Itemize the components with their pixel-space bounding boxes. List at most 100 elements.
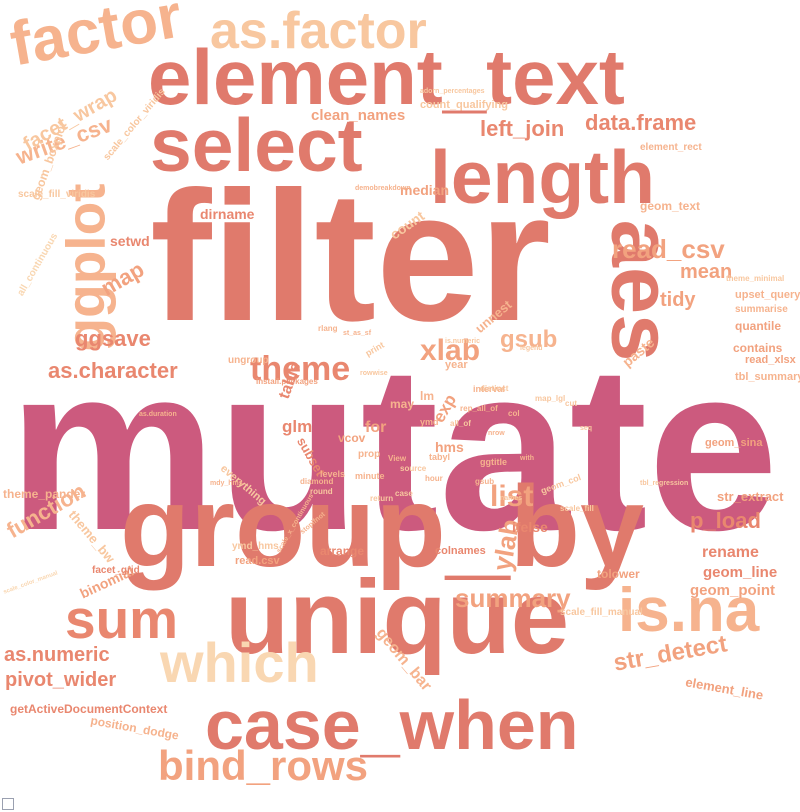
word-all-of: all_of — [450, 419, 471, 428]
word-dirname: dirname — [200, 206, 255, 222]
word-xlab: xlab — [420, 334, 481, 367]
word-for: for — [365, 419, 387, 436]
word-col: col — [508, 409, 520, 418]
word-bind-rows: bind_rows — [158, 742, 369, 789]
word-as-numeric: as.numeric — [4, 644, 110, 666]
word-minute: minute — [355, 471, 385, 481]
word-ymd: ymd — [420, 417, 439, 427]
word-summarise: summarise — [735, 304, 788, 315]
word-theme: theme — [250, 350, 351, 388]
word-geom-line: geom_line — [703, 564, 778, 581]
word-gsub2: gsub — [475, 477, 495, 486]
word-scale-fill: scale_fill — [560, 504, 594, 513]
word-seq: seq — [580, 425, 593, 432]
word-source: source — [400, 464, 427, 473]
word-as-factor: as.factor — [210, 2, 427, 60]
word-as-duration: as.duration — [139, 411, 177, 418]
word-tabyl: tabyl — [429, 452, 451, 462]
word-ymd-hms: ymd_hms — [232, 541, 279, 552]
word-list: list — [490, 480, 534, 513]
word-contains: contains — [733, 341, 783, 355]
word-adorn-percentages: adorn_percentages — [420, 88, 485, 95]
word-setwd: setwd — [110, 233, 150, 249]
word-may: may — [390, 397, 415, 411]
word-st-as-sf: st_as_sf — [343, 330, 372, 337]
word-ggsave: ggsave — [75, 326, 151, 351]
word-gsub: gsub — [500, 326, 558, 353]
word-diamond: diamond — [300, 477, 334, 486]
word-tidy: tidy — [660, 289, 696, 311]
word-rename: rename — [702, 544, 759, 561]
word-pivot-wider: pivot_wider — [5, 669, 117, 691]
word-rowwise: rowwise — [360, 370, 388, 377]
word-names: names — [500, 495, 523, 502]
word-element-line: element_line — [684, 674, 765, 703]
word-mutate: mutate — [8, 316, 779, 579]
word-position-dodge: position_dodge — [89, 713, 180, 743]
word-theme-minimal: theme_minimal — [726, 274, 785, 283]
word-group-by: group_by — [120, 463, 644, 591]
word-hour: hour — [425, 474, 443, 483]
word-arrange: arrange — [320, 544, 365, 558]
word-tbl-summary: tbl_summary — [735, 371, 800, 383]
word-ungroup: ungroup — [228, 355, 269, 366]
word-interval: interval — [473, 384, 506, 394]
word-scale-fill-viridis: scale_fill_viridis — [18, 189, 96, 200]
word-left-join: left_join — [480, 116, 565, 141]
word-im: lm — [420, 389, 435, 403]
word-tbl-regression: tbl_regression — [640, 480, 689, 487]
word-cut: cut — [565, 399, 577, 408]
word-summary: summary — [455, 583, 571, 613]
word-element-rect: element_rect — [640, 142, 702, 153]
word-median: median — [400, 182, 450, 198]
word-glm: glm — [282, 417, 313, 436]
word-with: with — [520, 455, 534, 462]
word-install-packages: install.packages — [256, 377, 318, 386]
word-geom-text: geom_text — [640, 199, 701, 213]
word-str-extract: str_extract — [717, 489, 784, 504]
word-facet-grid: facet_grid — [92, 565, 140, 576]
word-levels: levels — [320, 469, 346, 479]
word-read-csv: read_csv — [612, 234, 725, 264]
word-demobreakdown: demobreakdown — [355, 185, 411, 192]
word-map-lgl: map_lgl — [535, 394, 566, 403]
word-read-csv-dot: read.csv — [235, 555, 280, 567]
word-round: round — [310, 487, 333, 496]
word-element-text: element_text — [148, 33, 625, 121]
word-tolower: tolower — [597, 567, 640, 581]
word-quantile: quantile — [735, 319, 782, 333]
word-upset-query: upset_query — [735, 289, 800, 301]
word-is-na: is.na — [618, 576, 760, 645]
word-year: year — [445, 359, 468, 371]
word-mean: mean — [680, 261, 733, 283]
word-prop: prop — [358, 449, 381, 460]
word-distinct: distinct — [480, 384, 509, 393]
word-is-numeric: is.numeric — [445, 338, 481, 345]
word-which: which — [160, 631, 319, 694]
word-read-xlsx: read_xlsx — [745, 354, 796, 366]
word-legend: legend — [520, 345, 543, 352]
word-hms: hms — [435, 439, 464, 455]
word-rep-all-of: rep_all_of — [460, 404, 498, 413]
word-ifelse: ifelse — [512, 519, 548, 535]
word-view: View — [388, 454, 407, 463]
word-vcov: vcov — [338, 431, 366, 445]
word-filter: filter — [150, 154, 551, 360]
word-rlang: rlang — [318, 324, 338, 333]
word-case: case — [395, 489, 413, 498]
word-data-frame: data.frame — [585, 110, 697, 135]
word-theme-pander: theme_pander — [3, 487, 86, 501]
word-getactivedocumentcontext: getActiveDocumentContext — [10, 702, 168, 716]
word-return: return — [370, 494, 394, 503]
word-mdy-hms: mdy_hms — [210, 480, 243, 487]
word-ggtitle: ggtitle — [480, 457, 507, 467]
word-count-qualifying: count_qualifying — [420, 99, 508, 111]
word-select: select — [150, 103, 363, 187]
word-clean-names: clean_names — [311, 107, 406, 124]
word-unique: unique — [225, 559, 570, 676]
word-p-load: p_load — [690, 508, 761, 533]
word-colnames: colnames — [435, 545, 486, 557]
word-geom-sina: geom_sina — [705, 437, 763, 449]
resize-handle-icon — [2, 798, 14, 810]
word-geom-point: geom_point — [690, 582, 775, 599]
